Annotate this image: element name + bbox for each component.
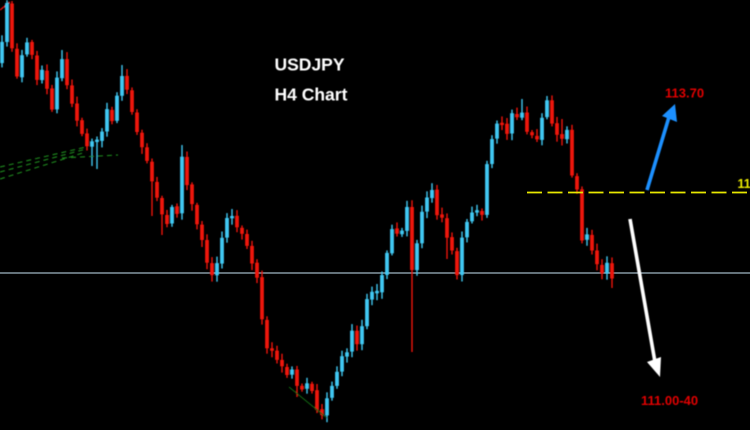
- svg-text:USDJPY: USDJPY: [275, 55, 345, 75]
- svg-text:113.35: 113.35: [738, 177, 750, 191]
- svg-text:113.70: 113.70: [665, 86, 704, 101]
- svg-text:111.00-40: 111.00-40: [641, 393, 698, 408]
- svg-text:H4 Chart: H4 Chart: [275, 85, 348, 105]
